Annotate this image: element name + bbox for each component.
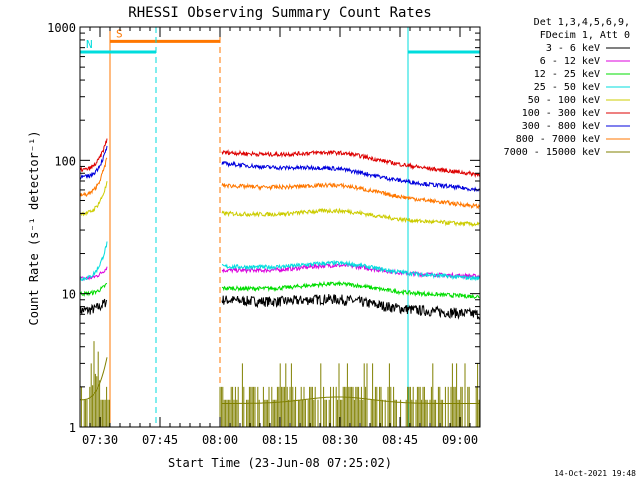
legend-label: 6 - 12 keV xyxy=(540,56,600,67)
y-tick-label: 10 xyxy=(62,288,76,302)
series-line-pre xyxy=(79,298,108,316)
legend-label: 100 - 300 keV xyxy=(522,108,600,119)
series-line-post xyxy=(221,149,480,179)
x-axis-label: Start Time (23-Jun-08 07:25:02) xyxy=(168,456,392,470)
annotation-label: S xyxy=(116,27,123,40)
legend-label: 7000 - 15000 keV xyxy=(504,147,600,158)
y-tick-label: 1 xyxy=(69,421,76,435)
y-axis-label: Count Rate (s⁻¹ detector⁻¹) xyxy=(27,130,41,325)
x-tick-label: 09:00 xyxy=(442,433,478,447)
annotation-label: N xyxy=(86,38,93,51)
x-tick-label: 08:15 xyxy=(262,433,298,447)
legend-label: 12 - 25 keV xyxy=(534,69,600,80)
timestamp: 14-Oct-2021 19:48 xyxy=(554,469,636,478)
legend-label: 3 - 6 keV xyxy=(546,43,600,54)
series-line-pre xyxy=(79,138,108,172)
series-line-pre xyxy=(79,157,108,197)
y-tick-label: 1000 xyxy=(47,21,76,35)
legend-label: 300 - 800 keV xyxy=(522,121,600,132)
legend-label: 800 - 7000 keV xyxy=(516,134,600,145)
series-line-pre xyxy=(79,241,108,282)
series-line-post xyxy=(221,160,480,192)
legend-label: 50 - 100 keV xyxy=(528,95,600,106)
series-line-post xyxy=(221,280,480,300)
series-line-post xyxy=(222,259,480,282)
series-line-pre xyxy=(79,181,108,217)
chart-title: RHESSI Observing Summary Count Rates xyxy=(128,5,431,21)
series-line-post xyxy=(221,294,480,320)
legend-header-line-1: Det 1,3,4,5,6,9, xyxy=(534,17,630,28)
y-tick-label: 100 xyxy=(54,154,76,168)
x-tick-label: 08:30 xyxy=(322,433,358,447)
series-line-pre xyxy=(79,145,108,180)
legend-header-line-2: FDecim 1, Att 0 xyxy=(540,30,630,41)
x-tick-label: 08:45 xyxy=(382,433,418,447)
x-tick-label: 08:00 xyxy=(202,433,238,447)
x-tick-label: 07:30 xyxy=(82,433,118,447)
series-line-post xyxy=(221,182,480,210)
legend-label: 25 - 50 keV xyxy=(534,82,600,93)
series-line-post xyxy=(221,207,480,228)
x-tick-label: 07:45 xyxy=(142,433,178,447)
